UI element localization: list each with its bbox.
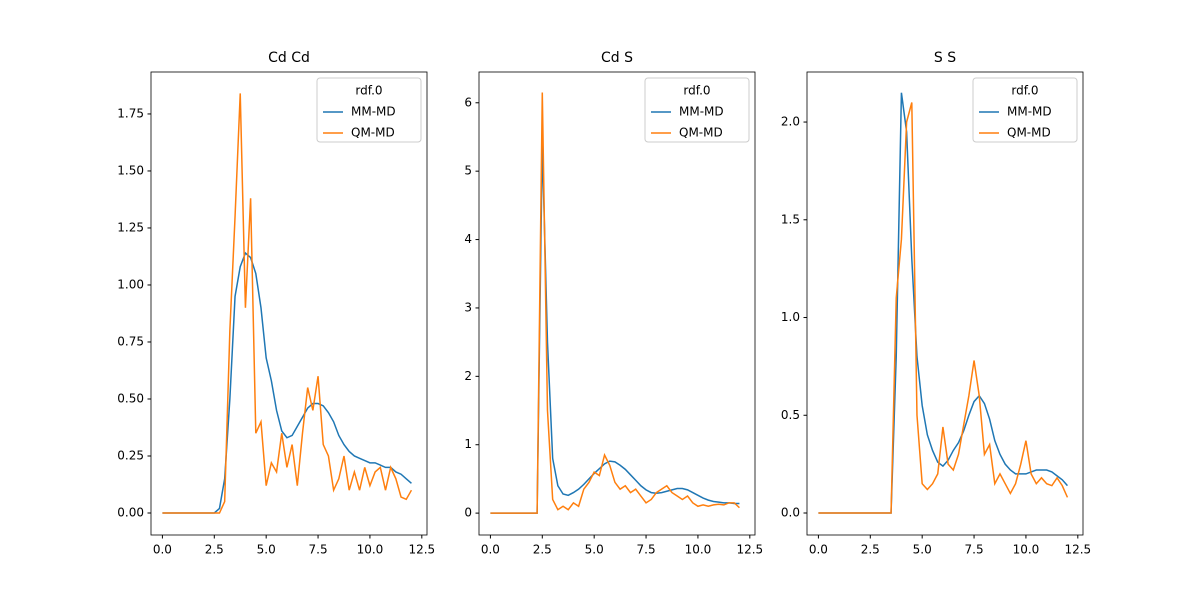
series-line bbox=[490, 143, 740, 514]
axes-frame bbox=[478, 71, 756, 536]
x-tick-label: 0.0 bbox=[809, 543, 828, 557]
y-tick-label: 1.75 bbox=[117, 106, 144, 120]
y-tick-label: 1.50 bbox=[117, 163, 144, 177]
y-tick-label: 0.5 bbox=[781, 408, 800, 422]
x-tick-label: 2.5 bbox=[533, 543, 552, 557]
subplot-title: S S bbox=[934, 50, 956, 66]
y-tick-label: 0.0 bbox=[781, 506, 800, 520]
series-line bbox=[818, 102, 1069, 514]
legend-label: MM-MD bbox=[679, 105, 724, 119]
x-tick-label: 5.0 bbox=[257, 543, 276, 557]
legend-label: QM-MD bbox=[679, 126, 723, 140]
legend-label: QM-MD bbox=[351, 126, 395, 140]
y-tick-label: 1.5 bbox=[781, 212, 800, 226]
y-tick-label: 1.25 bbox=[117, 220, 144, 234]
x-tick-label: 5.0 bbox=[585, 543, 604, 557]
y-tick-label: 1.00 bbox=[117, 277, 144, 291]
x-tick-label: 7.5 bbox=[637, 543, 656, 557]
series-line bbox=[818, 92, 1069, 514]
legend-box bbox=[644, 77, 750, 143]
subplot: Cd Cd 0.00 0.25 0.50 0.75 1.00 1.25 1.50 1.75 0.0… bbox=[117, 50, 435, 557]
legend-label: MM-MD bbox=[1007, 105, 1052, 119]
y-tick-label: 2 bbox=[464, 369, 472, 383]
x-tick-label: 2.5 bbox=[861, 543, 880, 557]
subplot: S S 0.0 0.5 1.0 1.5 2.0 0.0 2.5 5.0 7.5 10.0 12.5 bbox=[781, 50, 1091, 557]
legend-label: QM-MD bbox=[1007, 126, 1051, 140]
y-tick-label: 1.0 bbox=[781, 310, 800, 324]
y-tick-label: 3 bbox=[464, 300, 472, 314]
x-tick-label: 0.0 bbox=[481, 543, 500, 557]
legend-label: MM-MD bbox=[351, 105, 396, 119]
legend-box bbox=[972, 77, 1078, 143]
legend-title: rdf.0 bbox=[683, 84, 710, 98]
subplot: Cd S 0 1 2 3 4 5 6 0.0 2.5 5.0 7.5 10.0 12.5 bbox=[464, 50, 763, 557]
y-tick-label: 0.50 bbox=[117, 391, 144, 405]
x-tick-label: 7.5 bbox=[965, 543, 984, 557]
y-tick-label: 5 bbox=[464, 164, 472, 178]
x-tick-label: 0.0 bbox=[153, 543, 172, 557]
x-tick-label: 10.0 bbox=[1013, 543, 1040, 557]
y-tick-label: 2.0 bbox=[781, 115, 800, 129]
series-line bbox=[490, 92, 740, 514]
legend: rdf.0 MM-MD QM-MD bbox=[972, 77, 1078, 143]
y-tick-label: 6 bbox=[464, 95, 472, 109]
subplot-title: Cd Cd bbox=[268, 50, 310, 66]
legend-title: rdf.0 bbox=[1011, 84, 1038, 98]
y-tick-label: 0.25 bbox=[117, 448, 144, 462]
axes-frame bbox=[150, 71, 428, 536]
legend: rdf.0 MM-MD QM-MD bbox=[316, 77, 422, 143]
series-line bbox=[162, 93, 413, 514]
axes-frame bbox=[806, 71, 1084, 536]
y-tick-label: 4 bbox=[464, 232, 472, 246]
y-tick-label: 0 bbox=[464, 506, 472, 520]
legend-box bbox=[316, 77, 422, 143]
x-tick-label: 12.5 bbox=[408, 543, 435, 557]
x-tick-label: 12.5 bbox=[1064, 543, 1091, 557]
x-tick-label: 10.0 bbox=[357, 543, 384, 557]
x-tick-label: 10.0 bbox=[685, 543, 712, 557]
legend-title: rdf.0 bbox=[355, 84, 382, 98]
x-tick-label: 2.5 bbox=[205, 543, 224, 557]
x-tick-label: 12.5 bbox=[736, 543, 763, 557]
y-tick-label: 0.00 bbox=[117, 505, 144, 519]
legend: rdf.0 MM-MD QM-MD bbox=[644, 77, 750, 143]
y-tick-label: 0.75 bbox=[117, 334, 144, 348]
subplot-title: Cd S bbox=[601, 50, 633, 66]
y-tick-label: 1 bbox=[464, 437, 472, 451]
x-tick-label: 7.5 bbox=[309, 543, 328, 557]
x-tick-label: 5.0 bbox=[913, 543, 932, 557]
